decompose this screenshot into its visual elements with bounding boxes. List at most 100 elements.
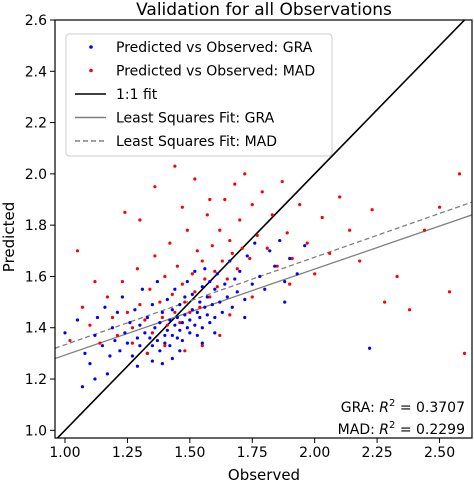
mad-point xyxy=(165,323,169,327)
gra-point xyxy=(193,269,197,273)
mad-point xyxy=(163,344,167,348)
gra-point xyxy=(118,349,122,353)
mad-point xyxy=(153,185,157,189)
gra-point xyxy=(295,272,299,276)
mad-point xyxy=(383,300,387,304)
gra-point xyxy=(93,377,97,381)
y-tick-label: 1.8 xyxy=(25,218,47,234)
gra-point xyxy=(108,354,112,358)
gra-point xyxy=(173,323,177,327)
y-tick-label: 2.6 xyxy=(25,13,47,29)
data-points-layer xyxy=(63,164,467,389)
mad-point xyxy=(203,277,207,281)
mad-point xyxy=(228,238,232,243)
gra-point xyxy=(198,300,202,304)
mad-point xyxy=(320,215,324,220)
gra-point xyxy=(278,238,282,243)
mad-point xyxy=(348,228,352,232)
mad-point xyxy=(178,321,182,325)
gra-point xyxy=(225,295,229,299)
mad-point xyxy=(158,300,162,304)
mad-point xyxy=(180,205,184,209)
gra-point xyxy=(203,267,207,271)
legend-label: Least Squares Fit: MAD xyxy=(116,134,277,150)
gra-point xyxy=(160,310,164,314)
mad-point xyxy=(205,213,209,217)
gra-point xyxy=(163,341,167,345)
legend-marker-predicted-vs-observed-gra xyxy=(89,45,93,49)
mad-point xyxy=(180,282,184,286)
mad-point xyxy=(280,179,284,184)
mad-point xyxy=(130,341,135,345)
gra-point xyxy=(245,254,249,258)
mad-point xyxy=(218,228,222,232)
mad-point xyxy=(195,249,199,253)
mad-point xyxy=(395,274,399,279)
legend-label: Predicted vs Observed: MAD xyxy=(116,64,315,80)
gra-point xyxy=(208,321,212,325)
r-squared-label: GRA: R2 = 0.3707 xyxy=(341,398,465,416)
gra-point xyxy=(288,256,292,261)
mad-point xyxy=(190,272,194,276)
mad-point xyxy=(288,282,292,286)
gra-point xyxy=(173,287,177,291)
mad-point xyxy=(68,338,72,343)
mad-point xyxy=(175,264,179,268)
gra-point xyxy=(190,292,194,296)
mad-point xyxy=(110,315,115,320)
y-tick-label: 2.4 xyxy=(25,64,47,80)
plot-frame xyxy=(54,19,473,439)
gra-point xyxy=(210,303,214,307)
mad-point xyxy=(120,279,125,284)
gra-point xyxy=(168,318,172,322)
gra-point xyxy=(185,326,189,330)
mad-point xyxy=(188,310,192,314)
gra-point xyxy=(203,305,207,309)
x-tick-label: 2.00 xyxy=(299,445,330,461)
mad-point xyxy=(130,326,135,330)
gra-point xyxy=(230,305,234,309)
mad-point xyxy=(407,308,412,312)
gra-point xyxy=(185,279,189,284)
gra-point xyxy=(205,313,209,317)
gra-point xyxy=(120,295,125,299)
mad-point xyxy=(290,256,294,261)
mad-point xyxy=(220,259,224,263)
gra-point xyxy=(238,269,242,273)
mad-point xyxy=(225,277,229,281)
gra-point xyxy=(183,295,187,299)
gra-point xyxy=(150,303,154,307)
1-1-fit-line xyxy=(56,20,466,438)
mad-point xyxy=(240,246,244,250)
gra-point xyxy=(168,344,172,348)
least-squares-fit-gra-line xyxy=(55,214,472,360)
chart-legend: Predicted vs Observed: GRA Predicted vs O… xyxy=(65,33,333,157)
gra-point xyxy=(283,300,287,304)
mad-point xyxy=(437,205,442,209)
mad-point xyxy=(228,313,232,317)
mad-point xyxy=(98,341,102,345)
gra-point xyxy=(130,354,135,358)
mad-point xyxy=(328,251,332,255)
gra-point xyxy=(163,333,167,338)
gra-point xyxy=(135,364,140,368)
gra-point xyxy=(220,310,224,314)
mad-point xyxy=(88,323,92,327)
mad-point xyxy=(153,254,157,258)
gra-point xyxy=(165,297,169,302)
mad-point xyxy=(298,203,302,207)
gra-point xyxy=(145,315,149,320)
mad-point xyxy=(145,351,149,355)
gra-point xyxy=(140,287,144,291)
mad-point xyxy=(218,333,222,338)
gra-point xyxy=(150,359,154,363)
y-tick-label: 1.6 xyxy=(25,269,47,285)
mad-point xyxy=(250,295,254,299)
x-axis-label: Observed xyxy=(228,466,300,484)
gra-point xyxy=(200,341,204,345)
chart-title: Validation for all Observations xyxy=(136,0,392,20)
legend-label: Predicted vs Observed: GRA xyxy=(116,40,313,56)
gra-point xyxy=(170,356,174,361)
mad-point xyxy=(260,190,264,194)
